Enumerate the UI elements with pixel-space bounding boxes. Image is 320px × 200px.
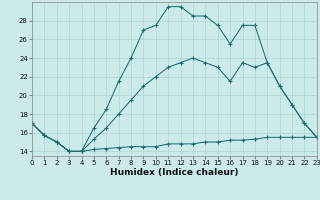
- X-axis label: Humidex (Indice chaleur): Humidex (Indice chaleur): [110, 168, 239, 177]
